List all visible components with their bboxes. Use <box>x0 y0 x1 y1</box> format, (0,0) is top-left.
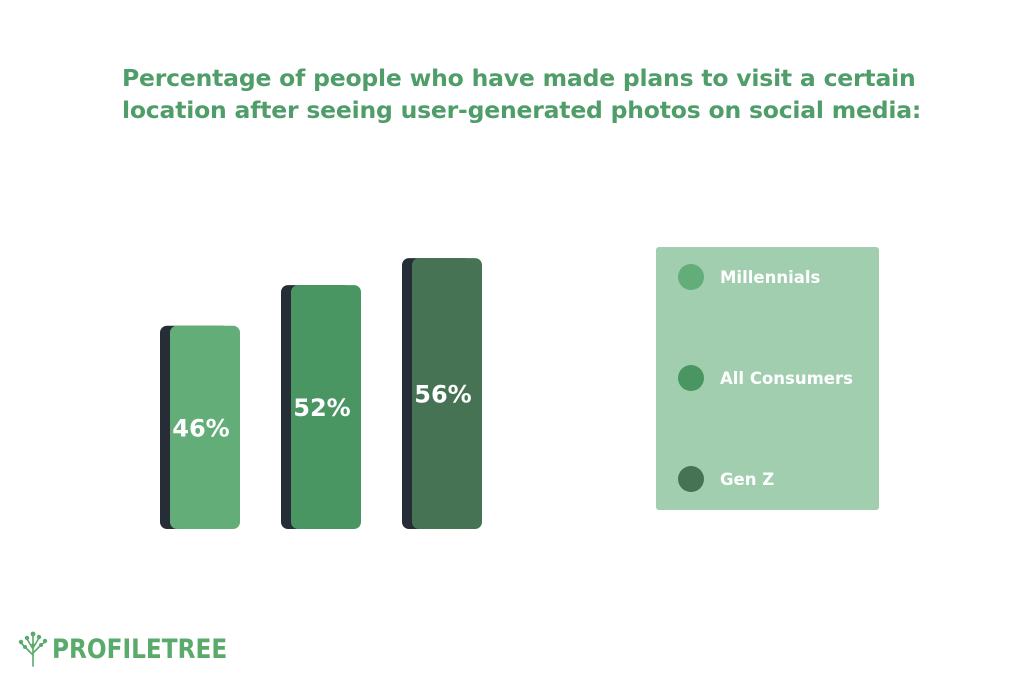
bar-millennials <box>170 325 240 529</box>
legend-item-gen-z: Gen Z <box>678 464 774 494</box>
legend-label-gen-z: Gen Z <box>720 469 775 489</box>
chart-title-line-2: location after seeing user-generated pho… <box>122 96 922 124</box>
legend-swatch-gen-z <box>678 466 704 492</box>
bar-gen-z <box>412 258 482 529</box>
brand-logo: PROFILETREE <box>18 631 256 667</box>
legend-label-millennials: Millennials <box>720 267 821 287</box>
legend-item-all-consumers: All Consumers <box>678 363 853 393</box>
legend-swatch-all-consumers <box>678 365 704 391</box>
data-label-all-consumers: 52% <box>293 394 350 422</box>
legend: Millennials All Consumers Gen Z <box>656 247 879 510</box>
legend-item-millennials: Millennials <box>678 262 820 292</box>
data-label-gen-z: 56% <box>414 381 471 409</box>
data-label-millennials: 46% <box>172 414 229 442</box>
tree-icon <box>18 631 48 667</box>
logo-text: PROFILETREE <box>52 633 228 665</box>
chart-title-line-1: Percentage of people who have made plans… <box>122 64 916 92</box>
legend-swatch-millennials <box>678 264 704 290</box>
bar-all-consumers <box>291 285 361 529</box>
legend-label-all-consumers: All Consumers <box>720 368 853 388</box>
chart-title: Percentage of people who have made plans… <box>122 62 942 126</box>
